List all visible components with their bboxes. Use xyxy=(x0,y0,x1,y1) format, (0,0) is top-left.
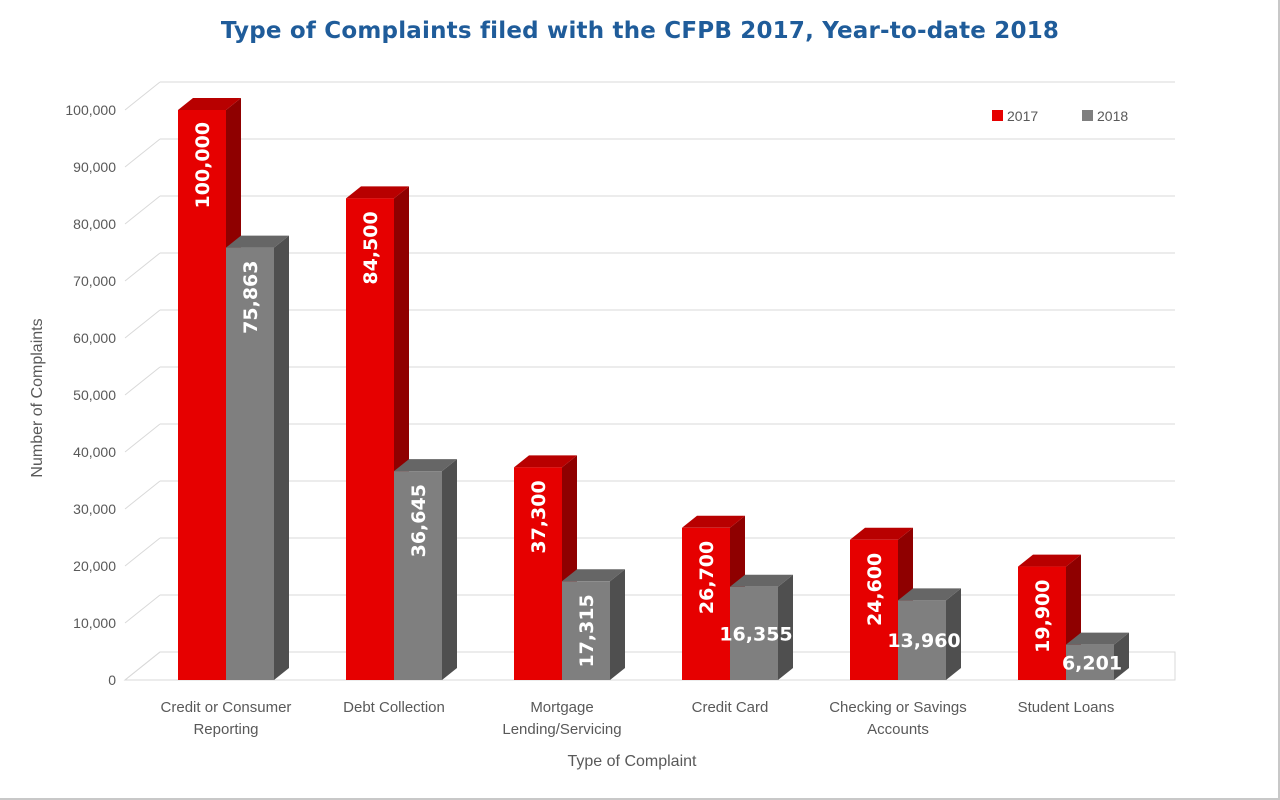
y-tick-label: 30,000 xyxy=(73,501,116,517)
data-label: 100,000 xyxy=(192,122,214,209)
legend-label-2018: 2018 xyxy=(1097,108,1128,124)
category-label: Credit or Consumer xyxy=(161,699,292,716)
bar-top-2017 xyxy=(514,455,577,468)
data-label: 37,300 xyxy=(528,480,550,553)
category-label: Credit Card xyxy=(692,699,769,716)
gridline-depth xyxy=(124,81,161,111)
category-label: Checking or Savings xyxy=(829,699,967,716)
bar-side-2018 xyxy=(946,588,961,680)
data-label: 24,600 xyxy=(864,553,886,626)
y-tick-label: 10,000 xyxy=(73,615,116,631)
category-label: Debt Collection xyxy=(343,699,445,716)
category-label: Reporting xyxy=(193,721,258,738)
data-label: 75,863 xyxy=(240,261,262,334)
bar-side-2018 xyxy=(778,574,793,680)
data-label: 84,500 xyxy=(360,211,382,284)
y-tick-label: 70,000 xyxy=(73,273,116,289)
gridline-depth xyxy=(124,594,161,624)
gridline-depth xyxy=(124,423,161,453)
data-label: 16,355 xyxy=(719,623,792,645)
gridline-depth xyxy=(124,195,161,225)
category-label: Mortgage xyxy=(530,699,593,716)
bar-side-2018 xyxy=(610,569,625,680)
data-label: 26,700 xyxy=(696,541,718,614)
y-tick-label: 80,000 xyxy=(73,216,116,232)
bar-top-2017 xyxy=(346,186,409,199)
bar-top-2017 xyxy=(1018,554,1081,567)
bar-top-2018 xyxy=(562,569,625,582)
legend-swatch-2017 xyxy=(992,110,1003,121)
x-axis-title: Type of Complaint xyxy=(568,753,698,770)
bar-2017 xyxy=(178,110,226,680)
bar-side-2018 xyxy=(1114,632,1129,680)
bar-2018 xyxy=(394,471,442,680)
category-label: Lending/Servicing xyxy=(502,721,621,738)
bar-2018 xyxy=(226,247,274,680)
gridline-depth xyxy=(124,651,161,681)
data-label: 6,201 xyxy=(1062,652,1122,674)
gridline-depth xyxy=(124,309,161,339)
bar-2017 xyxy=(514,467,562,680)
category-label: Student Loans xyxy=(1018,699,1115,716)
bar-top-2017 xyxy=(178,98,241,110)
y-tick-label: 100,000 xyxy=(65,102,116,118)
bar-2018 xyxy=(898,600,946,680)
bar-side-2018 xyxy=(274,235,289,680)
y-tick-label: 90,000 xyxy=(73,159,116,175)
bar-2018 xyxy=(1066,644,1114,680)
y-tick-label: 20,000 xyxy=(73,558,116,574)
bar-2018 xyxy=(730,586,778,680)
data-label: 13,960 xyxy=(887,630,960,652)
bar-top-2018 xyxy=(226,235,289,248)
bar-top-2018 xyxy=(394,459,457,472)
chart-title: Type of Complaints filed with the CFPB 2… xyxy=(220,18,1060,44)
bar-top-2017 xyxy=(850,527,913,540)
bar-2017 xyxy=(850,539,898,680)
bar-top-2018 xyxy=(898,588,961,601)
y-tick-label: 0 xyxy=(108,672,116,688)
legend-swatch-2018 xyxy=(1082,110,1093,121)
gridline-depth xyxy=(124,537,161,567)
data-label: 36,645 xyxy=(408,484,430,557)
bar-2017 xyxy=(1018,566,1066,680)
bar-side-2018 xyxy=(442,459,457,680)
bar-2018 xyxy=(562,581,610,680)
gridline-depth xyxy=(124,480,161,510)
data-label: 17,315 xyxy=(576,594,598,667)
y-tick-label: 50,000 xyxy=(73,387,116,403)
gridline-depth xyxy=(124,252,161,282)
gridline-depth xyxy=(124,138,161,168)
y-tick-label: 40,000 xyxy=(73,444,116,460)
y-tick-label: 60,000 xyxy=(73,330,116,346)
gridline-depth xyxy=(124,366,161,396)
legend-label-2017: 2017 xyxy=(1007,108,1038,124)
y-axis-title: Number of Complaints xyxy=(29,318,46,477)
bar-top-2018 xyxy=(730,574,793,587)
bar-top-2017 xyxy=(682,515,745,528)
data-label: 19,900 xyxy=(1032,580,1054,653)
bar-top-2018 xyxy=(1066,632,1129,645)
bar-2017 xyxy=(346,198,394,680)
bar-2017 xyxy=(682,527,730,680)
category-label: Accounts xyxy=(867,721,929,738)
